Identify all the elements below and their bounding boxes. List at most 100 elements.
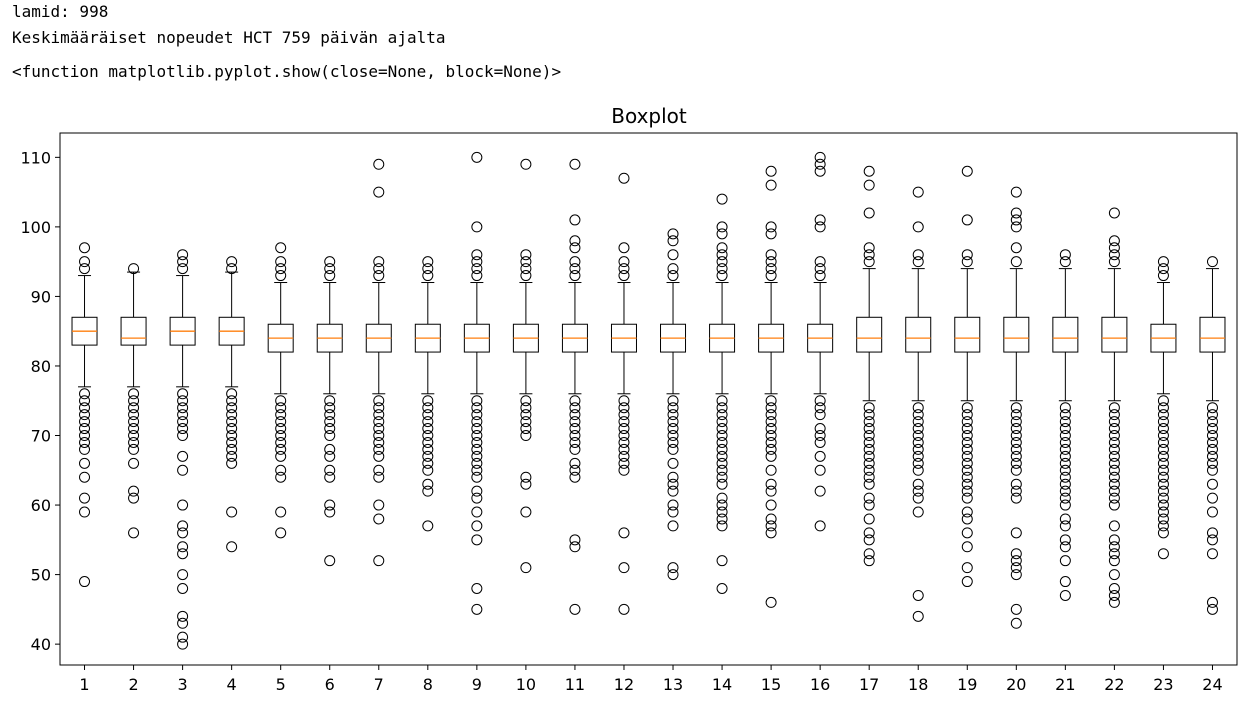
flier-point	[1010, 256, 1022, 268]
flier-point	[1059, 464, 1071, 476]
flier-point	[569, 242, 581, 254]
flier-point	[373, 409, 385, 421]
flier-point	[961, 527, 973, 539]
flier-point	[275, 402, 287, 414]
box	[1199, 316, 1226, 353]
flier-point	[863, 256, 875, 268]
flier-point	[716, 423, 728, 435]
flier-point	[324, 555, 336, 567]
x-tick-label: 14	[712, 675, 732, 694]
x-tick-label: 5	[276, 675, 286, 694]
flier-point	[422, 436, 434, 448]
flier-point	[79, 471, 91, 483]
flier-point	[1010, 242, 1022, 254]
x-tick-label: 3	[178, 675, 188, 694]
flier-point	[1010, 478, 1022, 490]
flier-point	[569, 409, 581, 421]
flier-point	[1206, 596, 1218, 608]
flier-point	[667, 423, 679, 435]
flier-point	[177, 548, 189, 560]
flier-point	[569, 534, 581, 546]
flier-point	[912, 443, 924, 455]
flier-point	[373, 423, 385, 435]
flier-point	[79, 395, 91, 407]
flier-point	[1010, 207, 1022, 219]
x-tick-label: 19	[957, 675, 977, 694]
flier-point	[226, 395, 238, 407]
flier-point	[177, 430, 189, 442]
flier-point	[275, 256, 287, 268]
x-tick-label: 15	[761, 675, 781, 694]
flier-point	[716, 555, 728, 567]
flier-point	[275, 416, 287, 428]
flier-point	[1059, 436, 1071, 448]
flier-point	[814, 485, 826, 497]
flier-point	[79, 576, 91, 588]
flier-point	[1108, 207, 1120, 219]
flier-point	[618, 172, 630, 184]
flier-point	[765, 395, 777, 407]
box	[120, 316, 147, 346]
box	[1101, 316, 1128, 353]
flier-point	[520, 270, 532, 282]
flier-point	[275, 464, 287, 476]
flier-point	[422, 270, 434, 282]
flier-point	[177, 249, 189, 261]
flier-point	[569, 541, 581, 553]
flier-point	[961, 423, 973, 435]
flier-point	[912, 485, 924, 497]
flier-point	[1059, 485, 1071, 497]
flier-point	[471, 485, 483, 497]
flier-point	[422, 485, 434, 497]
flier-point	[814, 436, 826, 448]
flier-point	[226, 430, 238, 442]
flier-point	[1206, 436, 1218, 448]
flier-point	[1206, 450, 1218, 462]
flier-point	[716, 436, 728, 448]
flier-point	[226, 416, 238, 428]
flier-point	[1206, 534, 1218, 546]
flier-point	[1059, 457, 1071, 469]
flier-point	[912, 402, 924, 414]
flier-point	[863, 436, 875, 448]
flier-point	[814, 151, 826, 163]
flier-point	[716, 249, 728, 261]
flier-point	[961, 464, 973, 476]
flier-point	[275, 436, 287, 448]
flier-point	[1206, 506, 1218, 518]
x-tick-label: 4	[227, 675, 237, 694]
flier-point	[618, 430, 630, 442]
flier-point	[863, 478, 875, 490]
flier-point	[79, 423, 91, 435]
flier-point	[324, 409, 336, 421]
flier-point	[324, 416, 336, 428]
flier-point	[912, 423, 924, 435]
flier-point	[814, 270, 826, 282]
flier-point	[1108, 485, 1120, 497]
flier-point	[471, 395, 483, 407]
flier-point	[128, 423, 140, 435]
flier-point	[79, 506, 91, 518]
flier-point	[1206, 409, 1218, 421]
flier-point	[520, 256, 532, 268]
flier-point	[667, 416, 679, 428]
flier-point	[1157, 263, 1169, 275]
flier-point	[765, 270, 777, 282]
flier-point	[716, 270, 728, 282]
flier-point	[618, 527, 630, 539]
flier-point	[1157, 548, 1169, 560]
flier-point	[177, 402, 189, 414]
flier-point	[667, 228, 679, 240]
flier-point	[716, 583, 728, 595]
flier-point	[1108, 436, 1120, 448]
flier-point	[667, 395, 679, 407]
flier-point	[79, 242, 91, 254]
y-tick-label: 50	[31, 566, 51, 585]
flier-point	[961, 457, 973, 469]
flier-point	[1108, 249, 1120, 261]
flier-point	[765, 409, 777, 421]
flier-point	[1059, 589, 1071, 601]
flier-point	[667, 457, 679, 469]
flier-point	[961, 513, 973, 525]
flier-point	[912, 430, 924, 442]
